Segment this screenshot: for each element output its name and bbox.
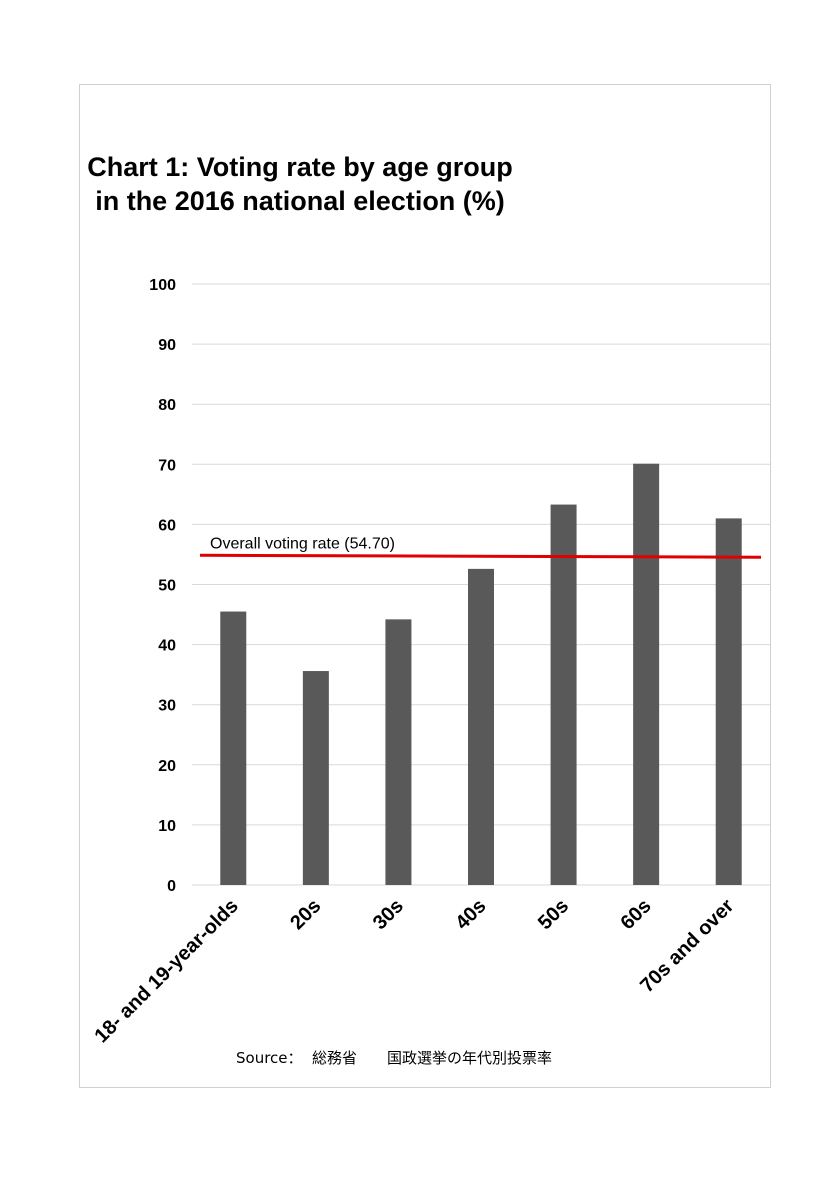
bar [220,611,247,885]
overall-rate-line [199,553,762,559]
x-tick-label: 50s [534,895,573,934]
y-tick-label: 60 [158,517,176,534]
bar [715,518,742,885]
bar [633,463,660,885]
chart-frame [79,84,771,1088]
y-tick-label: 100 [149,277,176,294]
source-note: Source： 総務省 国政選挙の年代別投票率 [236,1049,553,1067]
bar [468,568,494,885]
y-tick-label: 10 [158,818,176,835]
x-tick-label: 20s [286,895,325,934]
x-tick-label: 30s [369,895,408,934]
overall-rate-label: Overall voting rate (54.70) [210,535,395,552]
chart-title: Chart 1: Voting rate by age group in the… [80,150,520,218]
bar [385,619,412,885]
x-tick-label: 18- and 19-year-olds [90,895,242,1047]
y-tick-label: 40 [158,638,176,655]
y-tick-label: 50 [158,578,176,595]
y-tick-label: 80 [158,397,176,414]
x-tick-label: 60s [617,895,656,934]
y-tick-label: 20 [158,758,176,775]
x-tick-label: 40s [451,895,490,934]
y-tick-label: 70 [158,457,176,474]
bar [550,504,577,885]
chart-title-line-2: in the 2016 national election (%) [95,186,505,216]
y-tick-label: 0 [167,878,176,895]
bar [302,671,329,885]
chart-title-line-1: Chart 1: Voting rate by age group [87,152,513,182]
y-tick-label: 90 [158,337,176,354]
y-tick-label: 30 [158,698,176,715]
